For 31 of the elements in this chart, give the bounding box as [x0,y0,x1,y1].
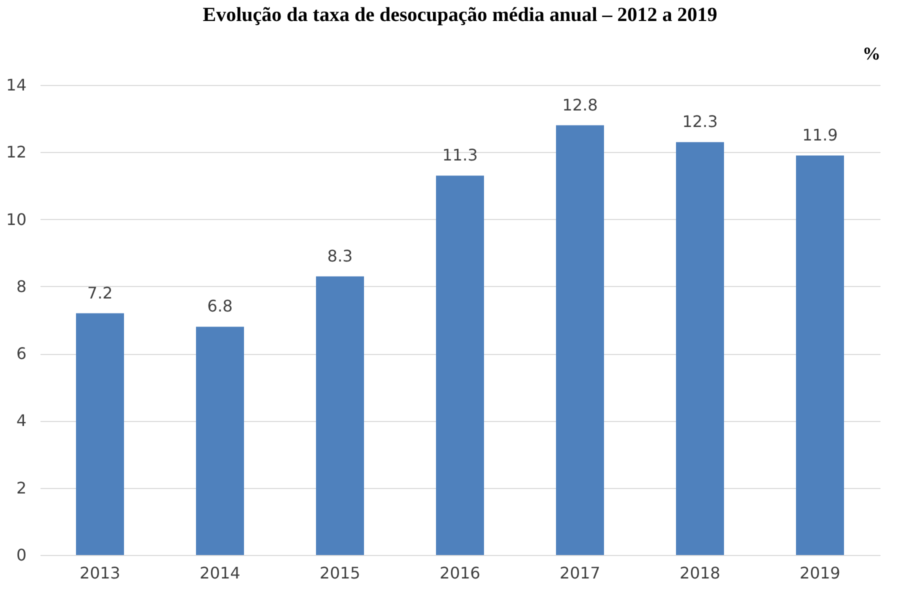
y-tick-label: 12 [6,142,26,162]
x-tick-label: 2013 [80,564,120,582]
y-tick-label: 2 [16,478,26,498]
y-tick-label: 10 [6,210,26,229]
data-label: 11.9 [802,126,838,144]
data-label: 11.3 [442,146,478,165]
bar [676,142,724,555]
chart-title: Evolução da taxa de desocupação média anual – 2012 a 2019 [202,4,718,26]
data-label: 7.2 [87,283,113,302]
bar [796,156,844,555]
bar [76,313,124,555]
y-tick-label: 6 [16,344,26,364]
data-label: 6.8 [207,296,233,316]
y-tick-label: 8 [16,276,26,296]
data-label: 12.8 [562,95,598,114]
y-tick-label: 4 [16,411,26,430]
x-tick-label: 2016 [440,564,480,582]
bar [196,326,244,555]
x-tick-label: 2017 [560,564,600,582]
x-tick-label: 2015 [320,564,360,582]
data-label: 8.3 [327,246,353,266]
x-tick-label: 2014 [200,564,240,582]
y-tick-label: 0 [16,546,26,564]
x-tick-label: 2019 [800,564,840,582]
y-tick-label: 14 [6,76,26,94]
y-axis-title: % [862,44,880,64]
x-tick-label: 2018 [680,564,720,582]
bar [436,176,484,555]
bar [316,276,364,555]
bar [556,125,604,555]
data-label: 12.3 [682,112,718,132]
